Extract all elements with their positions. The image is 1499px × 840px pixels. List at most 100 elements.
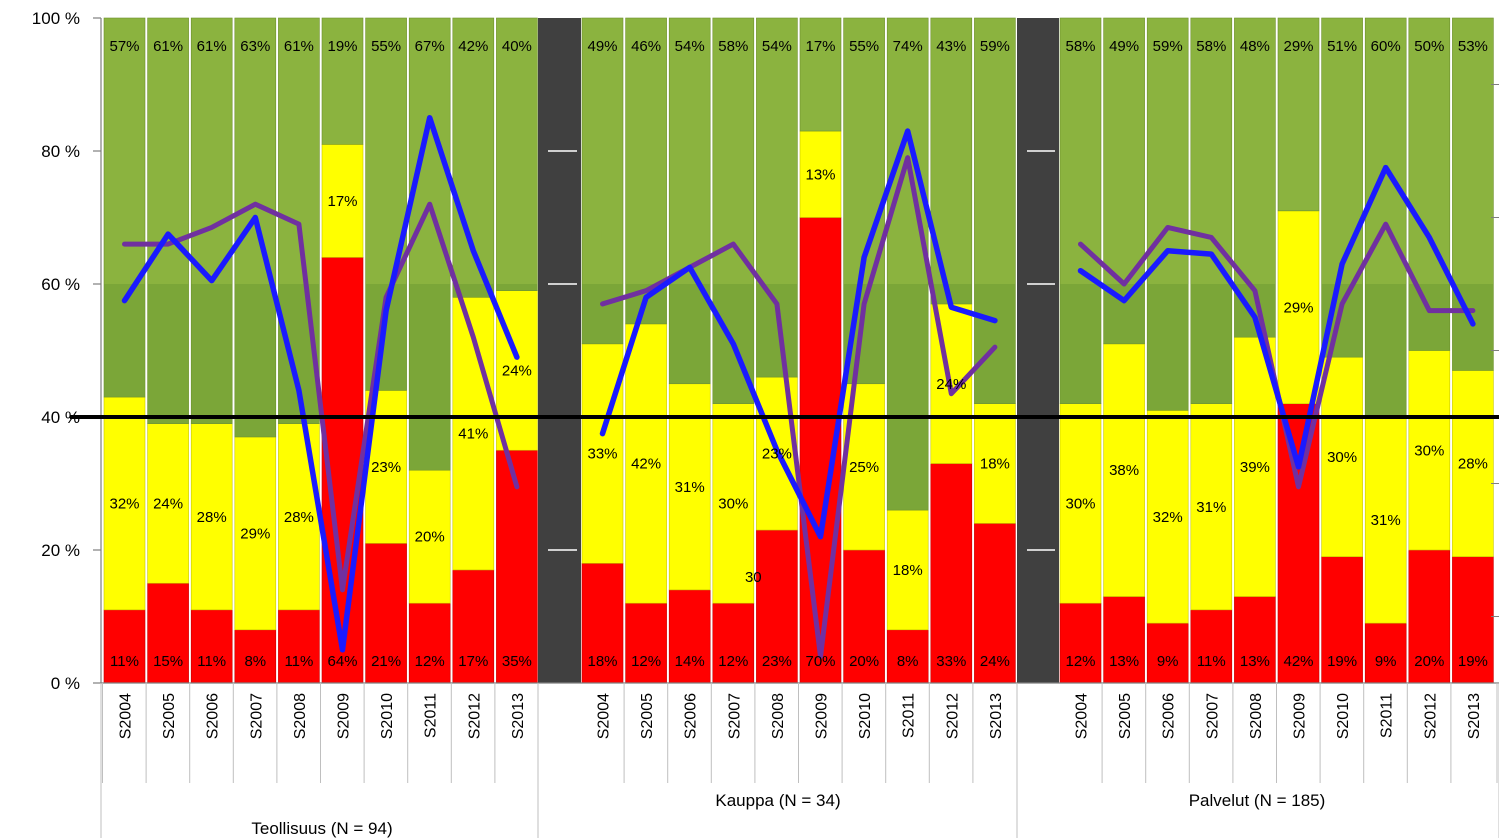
bar-segment-yellow [1321, 356, 1363, 557]
yellow-value-label: 23% [762, 446, 792, 463]
yellow-value-label: 17% [327, 193, 357, 210]
trend-lines [121, 115, 1476, 659]
x-category-label: S2007 [726, 693, 743, 739]
bar-segment-green [321, 17, 364, 145]
bar-segment-green-shade [669, 284, 711, 384]
bar-segment-red [1364, 622, 1407, 684]
yellow-value-label: 32% [1153, 509, 1183, 526]
x-category-label: S2009 [336, 693, 353, 739]
bar-segment-red [712, 602, 755, 684]
green-value-label: 59% [980, 38, 1010, 55]
green-value-label: 59% [1153, 38, 1183, 55]
yellow-value-label: 24% [936, 376, 966, 393]
x-category-label: S2010 [379, 693, 396, 739]
yellow-value-label: 13% [805, 166, 835, 183]
yellow-value-label: 28% [284, 509, 314, 526]
y-tick-label: 20 % [41, 541, 80, 560]
red-value-label: 9% [1375, 653, 1397, 670]
red-value-label: 11% [110, 653, 139, 670]
x-axis-group-labels: Teollisuus (N = 94) Kauppa (N = 34) Palvel… [251, 791, 1325, 838]
bar-segment-red [1059, 602, 1102, 684]
bar-segment-green-shade [452, 284, 494, 298]
bar-segment-red [974, 523, 1016, 684]
bar-segment-yellow [321, 144, 364, 258]
green-value-label: 40% [502, 38, 532, 55]
bar-segment-red [1321, 556, 1363, 684]
x-category-label: S2004 [1074, 693, 1091, 739]
bar-segment-green-shade [756, 284, 798, 378]
yellow-value-label: 41% [458, 426, 488, 443]
red-value-label: 35% [502, 653, 532, 670]
yellow-value-label: 18% [893, 562, 923, 579]
green-value-label: 74% [893, 38, 923, 55]
yellow-value-label: 25% [849, 459, 879, 476]
y-tick-label: 40 % [41, 408, 80, 427]
bar-segment-yellow [103, 396, 146, 611]
x-category-label: S2004 [596, 693, 613, 739]
green-value-label: 58% [1065, 38, 1095, 55]
red-value-label: 70% [805, 653, 835, 670]
green-value-label: 61% [153, 38, 183, 55]
bar-segment-red [278, 609, 320, 684]
bar-segment-green [799, 17, 842, 132]
blue-trend-line [599, 128, 998, 540]
red-value-label: 17% [458, 653, 488, 670]
bar-segment-red [234, 629, 277, 684]
bar-segment-yellow [1364, 416, 1407, 624]
y-tick-label: 60 % [41, 275, 80, 294]
green-value-label: 51% [1327, 38, 1357, 55]
yellow-value-label: 33% [587, 446, 617, 463]
x-category-label: S2004 [118, 693, 135, 739]
red-value-label: 20% [849, 653, 879, 670]
bar-segment-red [1277, 403, 1320, 684]
green-value-label: 46% [631, 38, 661, 55]
y-tick-label: 80 % [41, 142, 80, 161]
yellow-value-label: 31% [1371, 512, 1401, 529]
green-value-label: 19% [327, 38, 357, 55]
purple-trend-line [122, 201, 520, 593]
yellow-value-label: 30% [1327, 449, 1357, 466]
x-category-label: S2007 [248, 693, 265, 739]
yellow-value-label: 30% [1065, 495, 1095, 512]
group-separator-1 [538, 18, 581, 683]
x-category-label: S2010 [857, 693, 874, 739]
x-category-label: S2012 [466, 693, 483, 739]
green-value-label: 58% [718, 38, 748, 55]
red-value-label: 24% [980, 653, 1010, 670]
bar-segment-green-shade [147, 284, 189, 424]
yellow-value-label: 39% [1240, 459, 1270, 476]
bar-segment-green-shade [496, 284, 538, 291]
bar-segment-yellow [1190, 403, 1233, 611]
x-category-label: S2013 [988, 693, 1005, 739]
bar-segment-yellow [190, 423, 233, 611]
bar-segment-yellow [1059, 403, 1102, 604]
bar-segment-green-shade [1147, 284, 1189, 411]
green-value-label: 60% [1371, 38, 1401, 55]
x-category-label: S2010 [1335, 693, 1352, 739]
bar-segment-red [1103, 596, 1145, 684]
yellow-value-label: 18% [980, 456, 1010, 473]
bar-segment-yellow [1408, 350, 1451, 551]
bar-data-labels: 11% 32% 57% 15% 24% 61% 11% 28% 61% 8% 29% 63% 11% 28… [109, 38, 1487, 670]
axes [93, 17, 1499, 838]
red-value-label: 19% [1327, 653, 1357, 670]
red-value-label: 12% [415, 653, 445, 670]
red-value-label: 21% [371, 653, 401, 670]
bar-segment-red [625, 602, 667, 684]
group-label: Teollisuus (N = 94) [251, 819, 392, 838]
green-value-label: 49% [587, 38, 617, 55]
red-value-label: 11% [284, 653, 313, 670]
yellow-value-label: 23% [371, 459, 401, 476]
bar-segment-yellow [799, 130, 842, 218]
x-category-label: S2005 [639, 693, 656, 739]
bar-segment-green-shade [974, 284, 1016, 404]
bar-segment-yellow [1452, 370, 1494, 557]
x-category-label: S2008 [292, 693, 309, 739]
green-value-label: 43% [936, 38, 966, 55]
x-category-label: S2006 [683, 693, 700, 739]
x-category-label: S2011 [423, 693, 440, 738]
bar-segment-yellow [974, 403, 1016, 524]
y-tick-label: 0 % [51, 674, 80, 693]
green-value-label: 29% [1283, 38, 1313, 55]
